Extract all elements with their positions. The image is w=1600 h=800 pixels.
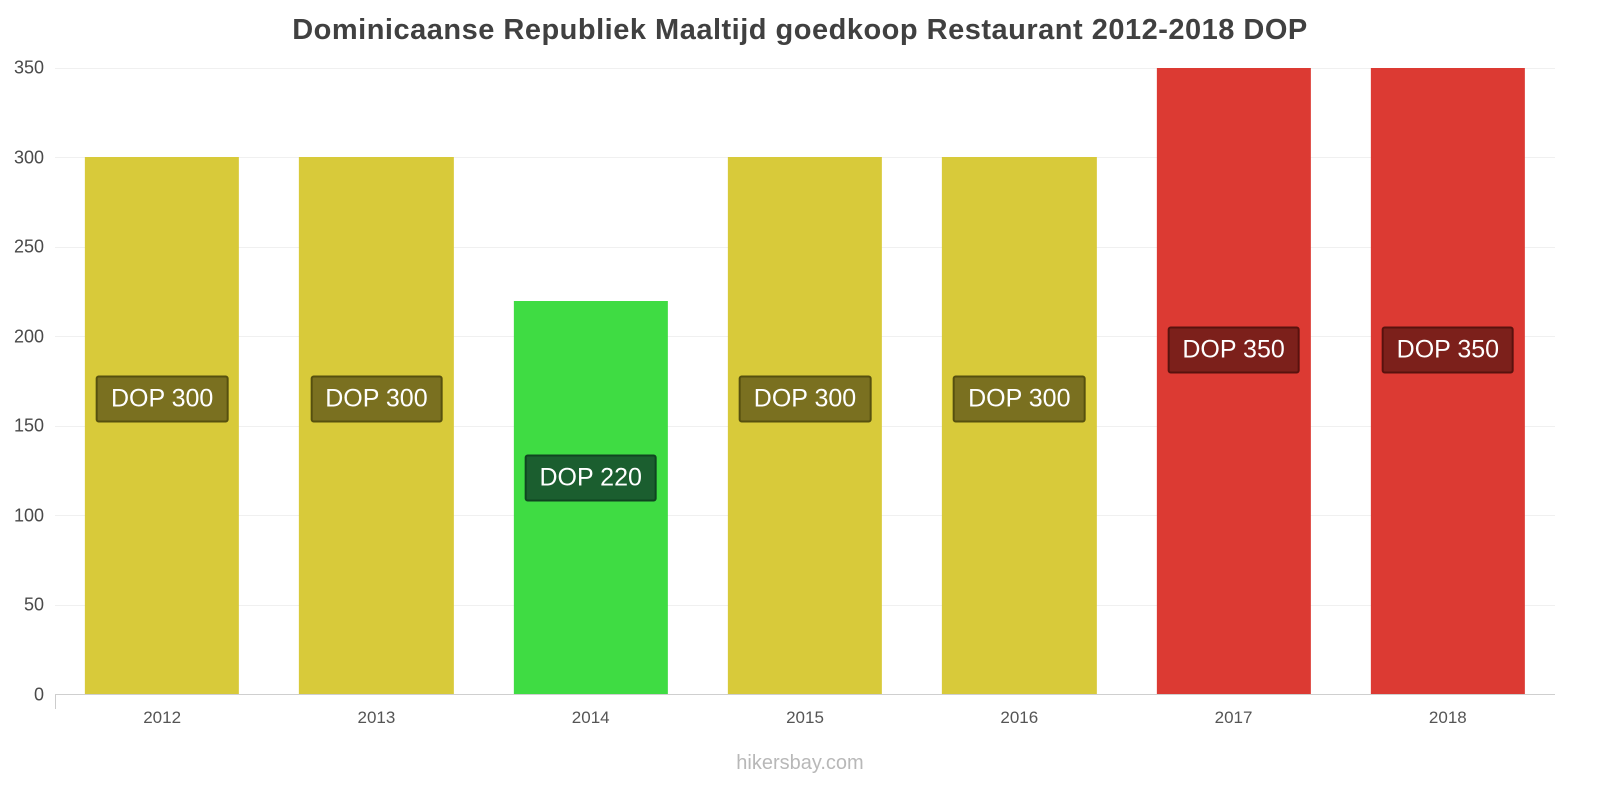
bar-2015: DOP 300 bbox=[727, 157, 883, 694]
y-axis-tick-label-150: 150 bbox=[13, 415, 44, 436]
y-axis-tick-label-250: 250 bbox=[13, 236, 44, 257]
footer-watermark: hikersbay.com bbox=[736, 752, 864, 774]
bar-value-label-2018: DOP 350 bbox=[1381, 326, 1515, 374]
chart-title: Dominicaanse Republiek Maaltijd goedkoop… bbox=[292, 14, 1308, 46]
x-axis-tick-label-2012: 2012 bbox=[143, 708, 182, 727]
x-axis-tick-label-2016: 2016 bbox=[1000, 708, 1039, 727]
plot-area: DOP 300 DOP 300 DOP 220 DOP 300 DOP 300 DOP 3… bbox=[55, 68, 1555, 695]
bar-2018: DOP 350 bbox=[1370, 68, 1525, 694]
bar-value-label-2015: DOP 300 bbox=[738, 375, 872, 423]
bar-2013: DOP 300 bbox=[299, 157, 454, 694]
x-axis-origin-tick bbox=[55, 695, 56, 709]
x-axis-tick-label-2017: 2017 bbox=[1214, 708, 1253, 727]
y-axis-tick-label-350: 350 bbox=[13, 57, 44, 78]
y-axis-tick-label-200: 200 bbox=[13, 326, 44, 347]
x-axis-tick-label-2015: 2015 bbox=[786, 708, 824, 727]
y-axis-tick-label-300: 300 bbox=[13, 147, 44, 168]
bar-value-label-2012: DOP 300 bbox=[95, 375, 229, 423]
y-axis-tick-label-50: 50 bbox=[23, 594, 44, 615]
y-axis-tick-label-0: 0 bbox=[33, 684, 44, 705]
x-axis: 2012 2013 2014 2015 2016 2017 2018 bbox=[55, 708, 1555, 734]
bar-2017: DOP 350 bbox=[1156, 68, 1311, 694]
gridline-350 bbox=[55, 68, 1555, 69]
x-axis-tick-label-2013: 2013 bbox=[357, 708, 396, 727]
bar-value-label-2014: DOP 220 bbox=[524, 454, 657, 502]
y-axis-tick-label-100: 100 bbox=[13, 505, 44, 526]
bar-2016: DOP 300 bbox=[942, 157, 1097, 694]
bar-2014: DOP 220 bbox=[513, 300, 668, 694]
bar-value-label-2017: DOP 350 bbox=[1167, 326, 1300, 374]
x-axis-tick-label-2014: 2014 bbox=[571, 708, 610, 727]
bar-value-label-2013: DOP 300 bbox=[310, 375, 443, 423]
bar-2012: DOP 300 bbox=[85, 157, 240, 694]
x-axis-tick-label-2018: 2018 bbox=[1428, 708, 1467, 727]
bar-value-label-2016: DOP 300 bbox=[953, 375, 1086, 423]
y-axis: 0 50 100 150 200 250 300 350 bbox=[0, 58, 44, 705]
